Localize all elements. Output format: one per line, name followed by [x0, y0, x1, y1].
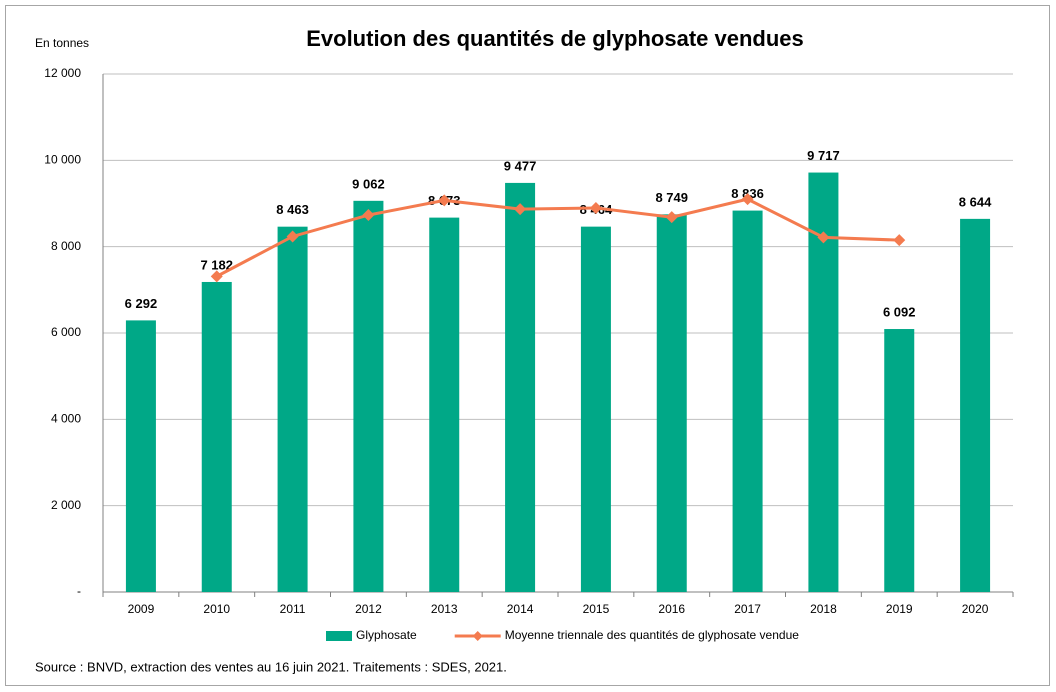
x-tick-label: 2019 — [886, 602, 913, 616]
data-label: 6 092 — [883, 304, 916, 319]
line-marker — [438, 194, 451, 207]
bar — [656, 214, 687, 592]
x-tick-label: 2014 — [507, 602, 534, 616]
line-marker — [362, 209, 375, 222]
bar — [277, 226, 308, 593]
data-label: 8 463 — [276, 202, 309, 217]
bar — [505, 182, 536, 593]
y-tick-label: 6 000 — [51, 325, 81, 339]
x-tick-label: 2010 — [203, 602, 230, 616]
line-marker — [286, 230, 299, 243]
data-label: 9 717 — [807, 148, 840, 163]
line-marker — [741, 193, 754, 206]
bar — [732, 210, 763, 592]
x-tick-label: 2011 — [280, 602, 306, 616]
bar — [353, 200, 384, 592]
data-label: 8 749 — [655, 190, 688, 205]
y-tick-label: - — [77, 584, 81, 598]
chart-title: Evolution des quantités de glyphosate ve… — [306, 26, 804, 51]
y-tick-label: 10 000 — [44, 153, 81, 167]
data-label: 7 182 — [200, 257, 233, 272]
x-tick-label: 2016 — [658, 602, 685, 616]
data-label: 9 062 — [352, 176, 385, 191]
bar — [580, 226, 611, 592]
line-marker — [893, 234, 906, 247]
legend-label: Glyphosate — [356, 628, 417, 642]
y-tick-label: 12 000 — [44, 66, 81, 80]
bar — [201, 281, 232, 592]
x-tick-label: 2015 — [583, 602, 610, 616]
line-marker — [514, 203, 527, 216]
x-tick-label: 2018 — [810, 602, 837, 616]
y-tick-label: 2 000 — [51, 498, 81, 512]
source-note: Source : BNVD, extraction des ventes au … — [35, 659, 507, 674]
bar — [884, 329, 915, 592]
x-tick-label: 2013 — [431, 602, 458, 616]
legend-swatch — [472, 631, 483, 641]
x-tick-label: 2020 — [962, 602, 989, 616]
line — [216, 197, 900, 278]
y-axis-label: En tonnes — [35, 36, 89, 50]
bar — [125, 320, 156, 592]
x-tick-label: 2017 — [734, 602, 761, 616]
x-tick-label: 2009 — [128, 602, 155, 616]
x-tick-label: 2012 — [355, 602, 382, 616]
data-label: 9 477 — [504, 158, 537, 173]
bar — [960, 218, 991, 592]
bar — [429, 217, 460, 593]
legend-swatch — [326, 631, 352, 641]
line-marker — [210, 270, 223, 283]
y-tick-label: 8 000 — [51, 239, 81, 253]
legend-label: Moyenne triennale des quantités de glyph… — [505, 628, 800, 642]
line-marker — [817, 231, 830, 244]
y-tick-label: 4 000 — [51, 412, 81, 426]
data-label: 8 644 — [959, 194, 992, 209]
line-marker — [589, 201, 602, 214]
line-marker — [665, 211, 678, 224]
data-label: 6 292 — [125, 296, 158, 311]
